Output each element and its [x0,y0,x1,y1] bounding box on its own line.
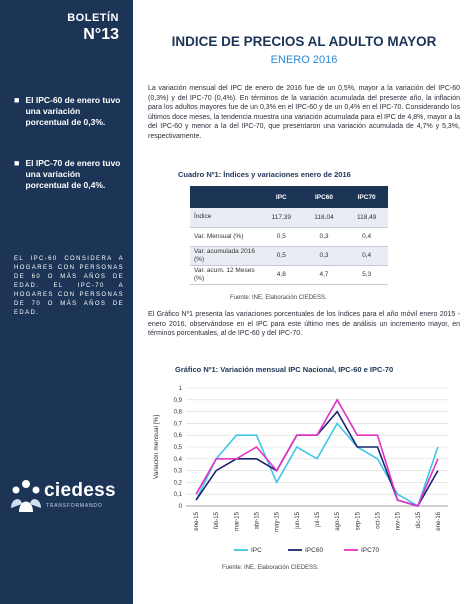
table-cell: 0,4 [345,227,388,247]
side-note: EL IPC-60 CONSIDERA A HOGARES CON PERSON… [14,256,124,316]
table-cell: 0,3 [302,246,346,266]
bullet-icon: ■ [14,95,20,105]
y-tick-label: 0,4 [174,457,183,463]
x-tick-label: mar-15 [234,511,240,531]
table-header-row: IPC IPC60 IPC70 [190,186,388,208]
people-icon [11,480,41,512]
line-chart: 0 0,1 0,2 0,3 0,4 0,5 0,6 0,7 0,8 0,9 1 ene-15 feb-1… [153,386,448,554]
boletin-number: N°13 [83,26,119,43]
legend-label: IPC60 [305,547,323,554]
table-row: Var. acum. 12 Meses (%) 4,8 4,7 5,3 [190,265,388,285]
table-cell: 4,7 [302,265,346,285]
y-tick-label: 0,2 [174,480,183,486]
table-row: Var. Mensual (%) 0,5 0,3 0,4 [190,227,388,247]
y-axis-label: Variación mensual [%] [153,415,160,479]
table-header-cell: IPC [260,186,303,208]
highlight-text: El IPC-60 de enero tuvo una variación po… [25,95,121,127]
table-cell: 0,5 [260,246,303,266]
page-subtitle: ENERO 2016 [270,54,338,66]
table-header-cell: IPC70 [345,186,388,208]
series-line-ipc [195,422,439,508]
x-tick-label: sep-15 [355,511,361,530]
series-line-ipc70 [195,398,439,507]
y-tick-label: 0,7 [174,421,183,427]
chart-paragraph: El Gráfico Nº1 presenta las variaciones … [148,311,460,338]
table-cell: 118,49 [345,208,388,228]
x-tick-label: may-15 [275,511,281,532]
table-source: Fuente: INE, Elaboración CIEDESS. [230,295,327,301]
boletin-label: BOLETÍN [67,12,119,24]
table-cell: 4,8 [260,265,303,285]
table-cell: Var. acum. 12 Meses (%) [190,265,260,285]
table-row: Var. acumulada 2016 (%) 0,5 0,3 0,4 [190,246,388,266]
table-cell: 0,5 [260,227,303,247]
y-tick-label: 0,9 [174,398,183,404]
table-cell: 118,04 [302,208,346,228]
table-row: Índice 117,39 118,04 118,49 [190,208,388,228]
y-tick-label: 0 [179,504,183,510]
y-tick-label: 0,1 [174,492,183,498]
highlight-item: ■ El IPC-70 de enero tuvo una variación … [14,158,126,191]
y-tick-label: 0,3 [174,469,183,475]
bullet-icon: ■ [14,158,20,168]
table-title: Cuadro Nº1: Índices y variaciones enero … [178,170,351,179]
highlight-text: El IPC-70 de enero tuvo una variación po… [25,158,121,190]
intro-paragraph: La variación mensual del IPC de enero de… [148,85,460,140]
index-table: IPC IPC60 IPC70 Índice 117,39 118,04 118… [190,186,388,285]
x-tick-label: jun-15 [295,511,301,529]
table-cell: Índice [190,208,260,228]
page-title: INDICE DE PRECIOS AL ADULTO MAYOR [171,34,437,49]
logo-text: ciedess [44,480,116,501]
x-tick-label: jul-15 [315,511,321,527]
table-cell: 5,3 [345,265,388,285]
table-cell: Var. Mensual (%) [190,227,260,247]
legend-label: IPC70 [361,547,379,554]
x-tick-label: ene-16 [436,511,442,530]
x-tick-label: dic-15 [416,511,422,528]
table-cell: Var. acumulada 2016 (%) [190,246,260,266]
table-header-cell [190,186,260,208]
legend-label: IPC [251,547,262,554]
y-tick-label: 1 [179,386,183,392]
x-tick-label: ene-15 [194,511,200,530]
logo-subtext: TRANSFORMANDO [46,503,103,509]
table-cell: 0,3 [302,227,346,247]
x-tick-label: ago-15 [335,511,341,530]
highlight-list: ■ El IPC-60 de enero tuvo una variación … [14,95,126,221]
y-tick-label: 0,5 [174,445,183,451]
chart-title: Gráfico Nº1: Variación mensual IPC Nacio… [175,365,394,374]
chart-source: Fuente: INE, Elaboración CIEDESS. [222,565,319,571]
ciedess-logo: ciedess TRANSFORMANDO [10,478,128,518]
y-tick-label: 0,6 [174,433,183,439]
table-cell: 0,4 [345,246,388,266]
x-tick-label: abr-15 [255,511,261,529]
y-tick-label: 0,8 [174,410,183,416]
x-tick-label: nov-15 [396,511,402,530]
table-header-cell: IPC60 [302,186,346,208]
x-tick-label: feb-15 [214,511,220,529]
x-tick-label: oct-15 [375,511,381,528]
table-cell: 117,39 [260,208,303,228]
highlight-item: ■ El IPC-60 de enero tuvo una variación … [14,95,126,128]
sidebar: BOLETÍN N°13 ■ El IPC-60 de enero tuvo u… [0,0,133,604]
